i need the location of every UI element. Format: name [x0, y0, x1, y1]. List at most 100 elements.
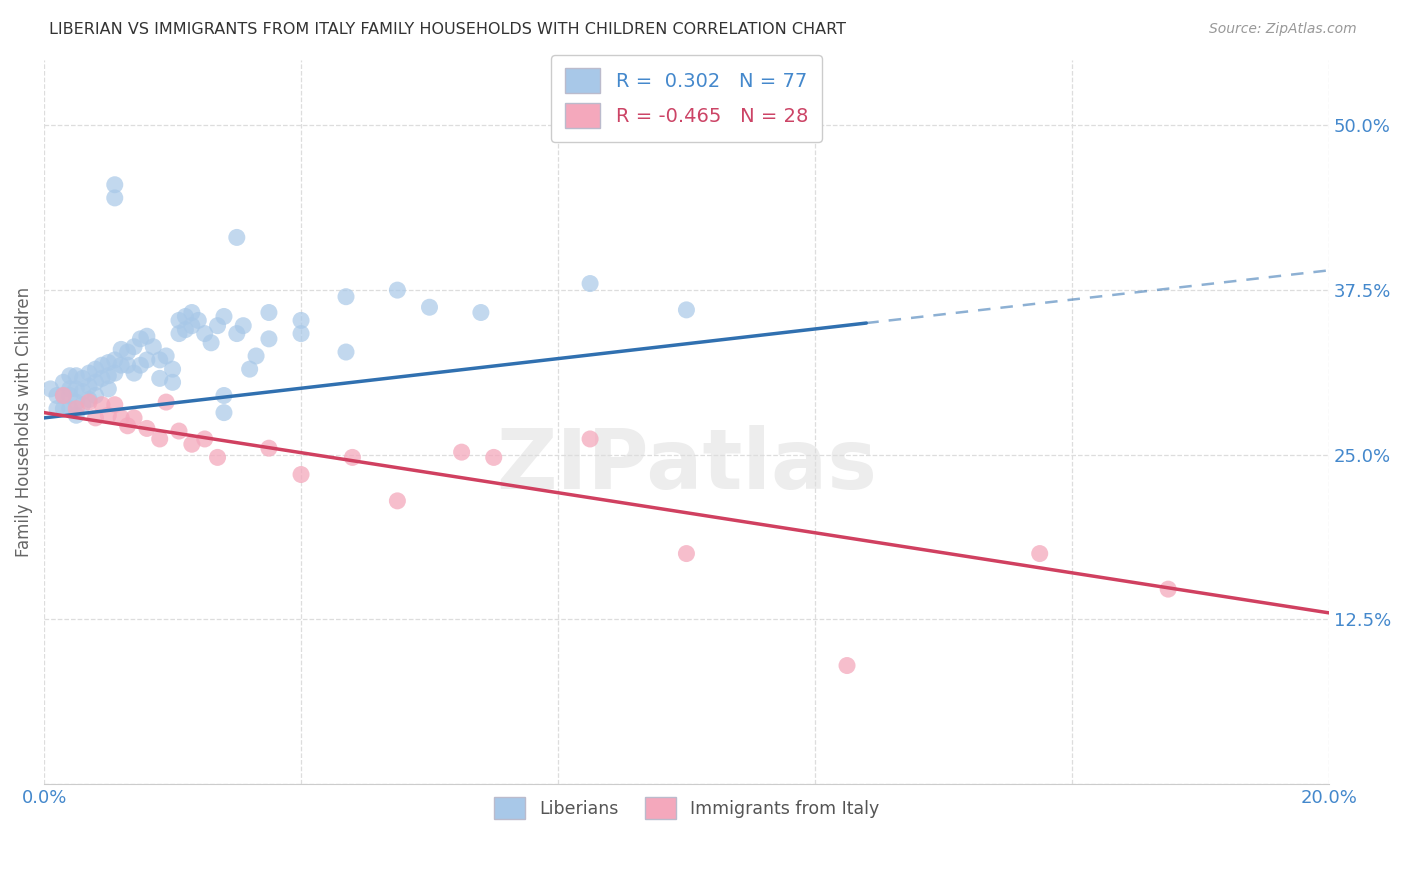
Point	[387, 494, 409, 508]
Point	[65, 382, 87, 396]
Point	[387, 283, 409, 297]
Point	[194, 326, 217, 341]
Point	[84, 388, 107, 402]
Point	[77, 395, 100, 409]
Point	[104, 398, 127, 412]
Point	[149, 353, 172, 368]
Point	[104, 353, 127, 368]
Point	[167, 326, 190, 341]
Point	[59, 401, 82, 416]
Point	[149, 371, 172, 385]
Point	[117, 345, 139, 359]
Point	[167, 313, 190, 327]
Point	[579, 277, 602, 291]
Point	[257, 441, 280, 455]
Point	[239, 362, 262, 376]
Point	[122, 366, 145, 380]
Point	[97, 368, 120, 383]
Point	[84, 410, 107, 425]
Point	[52, 401, 75, 416]
Point	[135, 329, 157, 343]
Text: ZIPatlas: ZIPatlas	[496, 425, 877, 506]
Point	[142, 340, 165, 354]
Point	[225, 326, 247, 341]
Point	[77, 379, 100, 393]
Point	[46, 401, 69, 416]
Point	[450, 445, 472, 459]
Point	[52, 388, 75, 402]
Point	[110, 343, 132, 357]
Point	[835, 658, 858, 673]
Point	[162, 376, 184, 390]
Point	[135, 421, 157, 435]
Point	[212, 310, 235, 324]
Point	[155, 395, 177, 409]
Point	[77, 392, 100, 407]
Point	[290, 467, 312, 482]
Point	[180, 318, 202, 333]
Point	[104, 178, 127, 192]
Point	[135, 353, 157, 368]
Point	[39, 382, 62, 396]
Text: LIBERIAN VS IMMIGRANTS FROM ITALY FAMILY HOUSEHOLDS WITH CHILDREN CORRELATION CH: LIBERIAN VS IMMIGRANTS FROM ITALY FAMILY…	[49, 22, 846, 37]
Point	[104, 191, 127, 205]
Point	[180, 437, 202, 451]
Point	[149, 432, 172, 446]
Point	[59, 382, 82, 396]
Point	[65, 409, 87, 423]
Point	[97, 382, 120, 396]
Point	[97, 355, 120, 369]
Point	[117, 358, 139, 372]
Point	[90, 358, 112, 372]
Point	[245, 349, 267, 363]
Point	[342, 450, 364, 465]
Point	[187, 313, 209, 327]
Point	[117, 418, 139, 433]
Point	[90, 371, 112, 385]
Point	[72, 384, 94, 399]
Point	[207, 450, 229, 465]
Point	[129, 358, 152, 372]
Point	[110, 358, 132, 372]
Point	[167, 424, 190, 438]
Point	[232, 318, 254, 333]
Point	[72, 398, 94, 412]
Point	[129, 332, 152, 346]
Point	[59, 368, 82, 383]
Point	[675, 302, 697, 317]
Point	[257, 332, 280, 346]
Y-axis label: Family Households with Children: Family Households with Children	[15, 287, 32, 557]
Point	[225, 230, 247, 244]
Point	[110, 410, 132, 425]
Point	[212, 388, 235, 402]
Point	[84, 376, 107, 390]
Point	[470, 305, 492, 319]
Point	[207, 318, 229, 333]
Point	[675, 547, 697, 561]
Point	[77, 366, 100, 380]
Point	[1028, 547, 1050, 561]
Point	[59, 388, 82, 402]
Point	[122, 410, 145, 425]
Point	[72, 371, 94, 385]
Point	[212, 406, 235, 420]
Point	[65, 395, 87, 409]
Point	[65, 401, 87, 416]
Legend: Liberians, Immigrants from Italy: Liberians, Immigrants from Italy	[486, 790, 886, 826]
Point	[482, 450, 505, 465]
Point	[84, 362, 107, 376]
Point	[155, 349, 177, 363]
Text: Source: ZipAtlas.com: Source: ZipAtlas.com	[1209, 22, 1357, 37]
Point	[257, 305, 280, 319]
Point	[1157, 582, 1180, 596]
Point	[194, 432, 217, 446]
Point	[174, 323, 197, 337]
Point	[52, 376, 75, 390]
Point	[65, 368, 87, 383]
Point	[122, 340, 145, 354]
Point	[52, 388, 75, 402]
Point	[335, 290, 357, 304]
Point	[46, 388, 69, 402]
Point	[90, 398, 112, 412]
Point	[290, 313, 312, 327]
